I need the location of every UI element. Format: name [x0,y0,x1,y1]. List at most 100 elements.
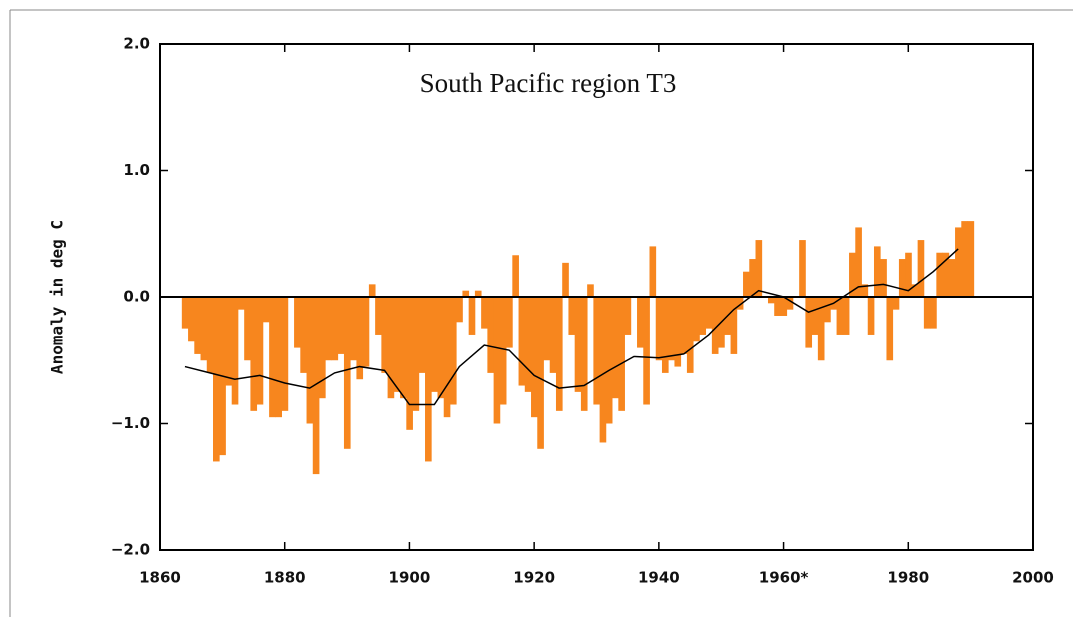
bar [855,227,862,297]
bar [425,297,432,462]
x-tick-label: 1900 [389,569,431,587]
bar [805,297,813,348]
bar [699,297,707,335]
bar [418,297,426,373]
bar [393,297,401,392]
bar [705,297,713,329]
bar [643,297,650,405]
bar [655,297,663,361]
x-tick-label: 1960* [759,569,809,587]
bar [499,297,507,405]
bar [873,246,881,297]
bar [281,297,289,411]
x-tick-label: 1980 [887,569,929,587]
bar [487,297,495,373]
bar [312,297,320,475]
y-tick-label: 1.0 [123,161,150,179]
bar [587,284,594,297]
bar [767,297,775,304]
bar [325,297,332,361]
bar [231,297,239,405]
bar [786,297,794,310]
y-tick-label: −1.0 [111,414,150,432]
bar [449,297,457,405]
bar [406,297,413,430]
x-tick-label: 2000 [1012,569,1054,587]
bar [693,297,700,342]
bar [269,297,276,418]
bar [225,297,233,386]
bar [524,297,532,392]
bar [200,297,208,361]
bar [244,297,251,361]
bar [206,297,214,373]
bar [624,297,632,335]
bar [250,297,258,411]
bar [593,297,601,405]
x-tick-label: 1940 [638,569,680,587]
bar [580,297,588,411]
bar [518,297,526,386]
bar [743,271,750,297]
bar [605,297,613,424]
bar [555,297,563,411]
bar [967,221,975,297]
bar [331,297,339,361]
bar [680,297,688,354]
bar [824,297,831,323]
x-tick-label: 1860 [139,569,181,587]
smoothed-line [184,248,959,406]
bar [911,284,919,297]
bar [275,297,282,418]
bar [213,297,220,462]
bar [711,297,719,354]
bar [400,297,407,399]
bar [612,297,619,399]
bar [811,297,819,335]
bar [649,246,657,297]
bar [686,297,694,373]
bar [955,227,962,297]
bar [880,259,887,297]
bar [948,259,956,297]
bar [537,297,544,449]
bar [849,252,856,297]
bar [387,297,395,399]
bar [842,297,850,335]
bar [181,297,189,329]
bar [362,297,370,367]
bar [256,297,264,405]
bar [836,297,844,335]
x-tick-label: 1880 [264,569,306,587]
bar [456,297,463,323]
bar [574,297,582,392]
bar [375,297,382,335]
bar [319,297,326,399]
bar [661,297,669,373]
bar [637,297,644,348]
x-tick-label: 1920 [513,569,555,587]
bar [568,297,576,335]
bar [668,297,675,361]
bar [867,297,875,335]
bar [481,297,488,329]
bar [188,297,195,342]
bar [468,297,476,335]
bar [194,297,201,354]
bar [531,297,538,418]
bar [942,252,950,297]
bar [237,297,245,310]
bar [300,297,307,373]
bar [961,221,968,297]
bar [562,262,569,297]
bar [905,252,912,297]
bar [506,297,513,348]
bar [462,290,470,297]
bar [886,297,894,361]
bar [437,297,445,399]
y-tick-label: −2.0 [111,541,150,559]
y-axis-label: Anomaly in deg C [48,220,67,374]
chart-title: South Pacific region T3 [420,68,677,98]
bar [356,297,364,380]
bar [262,297,270,323]
